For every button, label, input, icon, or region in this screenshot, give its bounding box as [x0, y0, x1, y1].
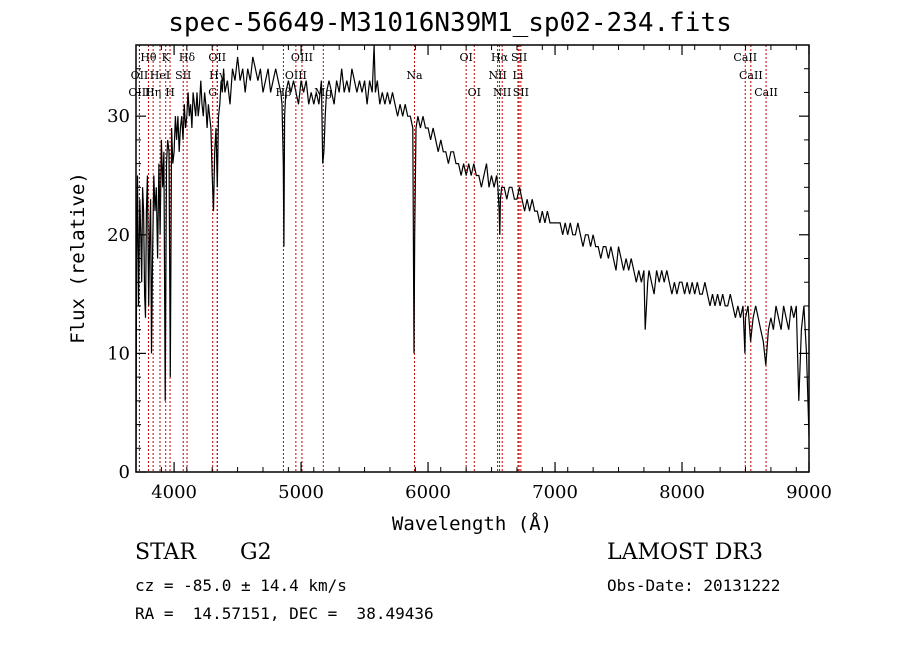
spectral-line-label: OIII [291, 51, 313, 64]
spectral-line-label: Hθ [140, 51, 157, 64]
x-tick-label: 5000 [278, 482, 324, 503]
spectrum-series [135, 44, 810, 473]
coordinates: RA = 14.57151, DEC = 38.49436 [135, 604, 434, 623]
y-tick-label: 10 [107, 343, 130, 364]
spectral-line-label: OIII [128, 86, 150, 99]
spectral-line-label: Li [513, 69, 524, 82]
x-tick-label: 9000 [786, 482, 832, 503]
spectral-line-label: G [208, 86, 217, 99]
object-subclass: G2 [240, 540, 272, 565]
y-tick-label: 30 [107, 106, 130, 127]
spectral-line-label: Mg [314, 86, 332, 99]
x-tick-label: 6000 [405, 482, 451, 503]
spectral-line-label: Hα [491, 51, 509, 64]
spectral-line-label: Hδ [179, 51, 196, 64]
observation-date: Obs-Date: 20131222 [607, 576, 781, 595]
spectral-line-label: SII [513, 86, 529, 99]
spectral-line-label: SII [175, 69, 191, 82]
spectral-line-label: K [162, 51, 171, 64]
spectral-line-markers [138, 45, 767, 472]
spectral-line-label: Hη [145, 86, 161, 99]
axes: 4000 5000 6000 7000 8000 9000 0 10 20 30 [107, 44, 832, 503]
spectral-line-label: Hβ [275, 86, 291, 99]
spectral-line-label: CaII [739, 69, 763, 82]
redshift-velocity: cz = -85.0 ± 14.4 km/s [135, 576, 347, 595]
spectral-line-label: OI [468, 86, 481, 99]
x-tick-label: 7000 [532, 482, 578, 503]
spectral-line-label: OIII [285, 69, 307, 82]
x-tick-label: 4000 [151, 482, 197, 503]
plot-frame [135, 44, 810, 473]
survey-name: LAMOST DR3 [607, 540, 763, 565]
spectral-line-label: CaII [754, 86, 778, 99]
spectral-line-label: Na [406, 69, 423, 82]
y-tick-label: 20 [107, 225, 130, 246]
y-axis-label: Flux (relative) [67, 172, 89, 344]
y-tick-label: 0 [119, 462, 130, 483]
spectral-line-label: NII [493, 86, 511, 99]
x-axis-label: Wavelength (Å) [392, 512, 552, 535]
spectrum-line [135, 44, 810, 473]
chart-title: spec-56649-M31016N39M1_sp02-234.fits [168, 8, 732, 38]
spectral-line-label: CaII [733, 51, 757, 64]
spectral-line-label: Hγ [209, 69, 226, 82]
spectral-line-label: HeI [150, 69, 170, 82]
spectral-line-label: OII [208, 51, 226, 64]
object-class: STAR [135, 540, 196, 565]
spectral-line-label: H [165, 86, 175, 99]
spectral-line-label: SII [511, 51, 527, 64]
spectral-line-label: OII [131, 69, 149, 82]
spectral-line-label: OI [459, 51, 472, 64]
spectral-line-label: NII [488, 69, 506, 82]
x-tick-label: 8000 [659, 482, 705, 503]
